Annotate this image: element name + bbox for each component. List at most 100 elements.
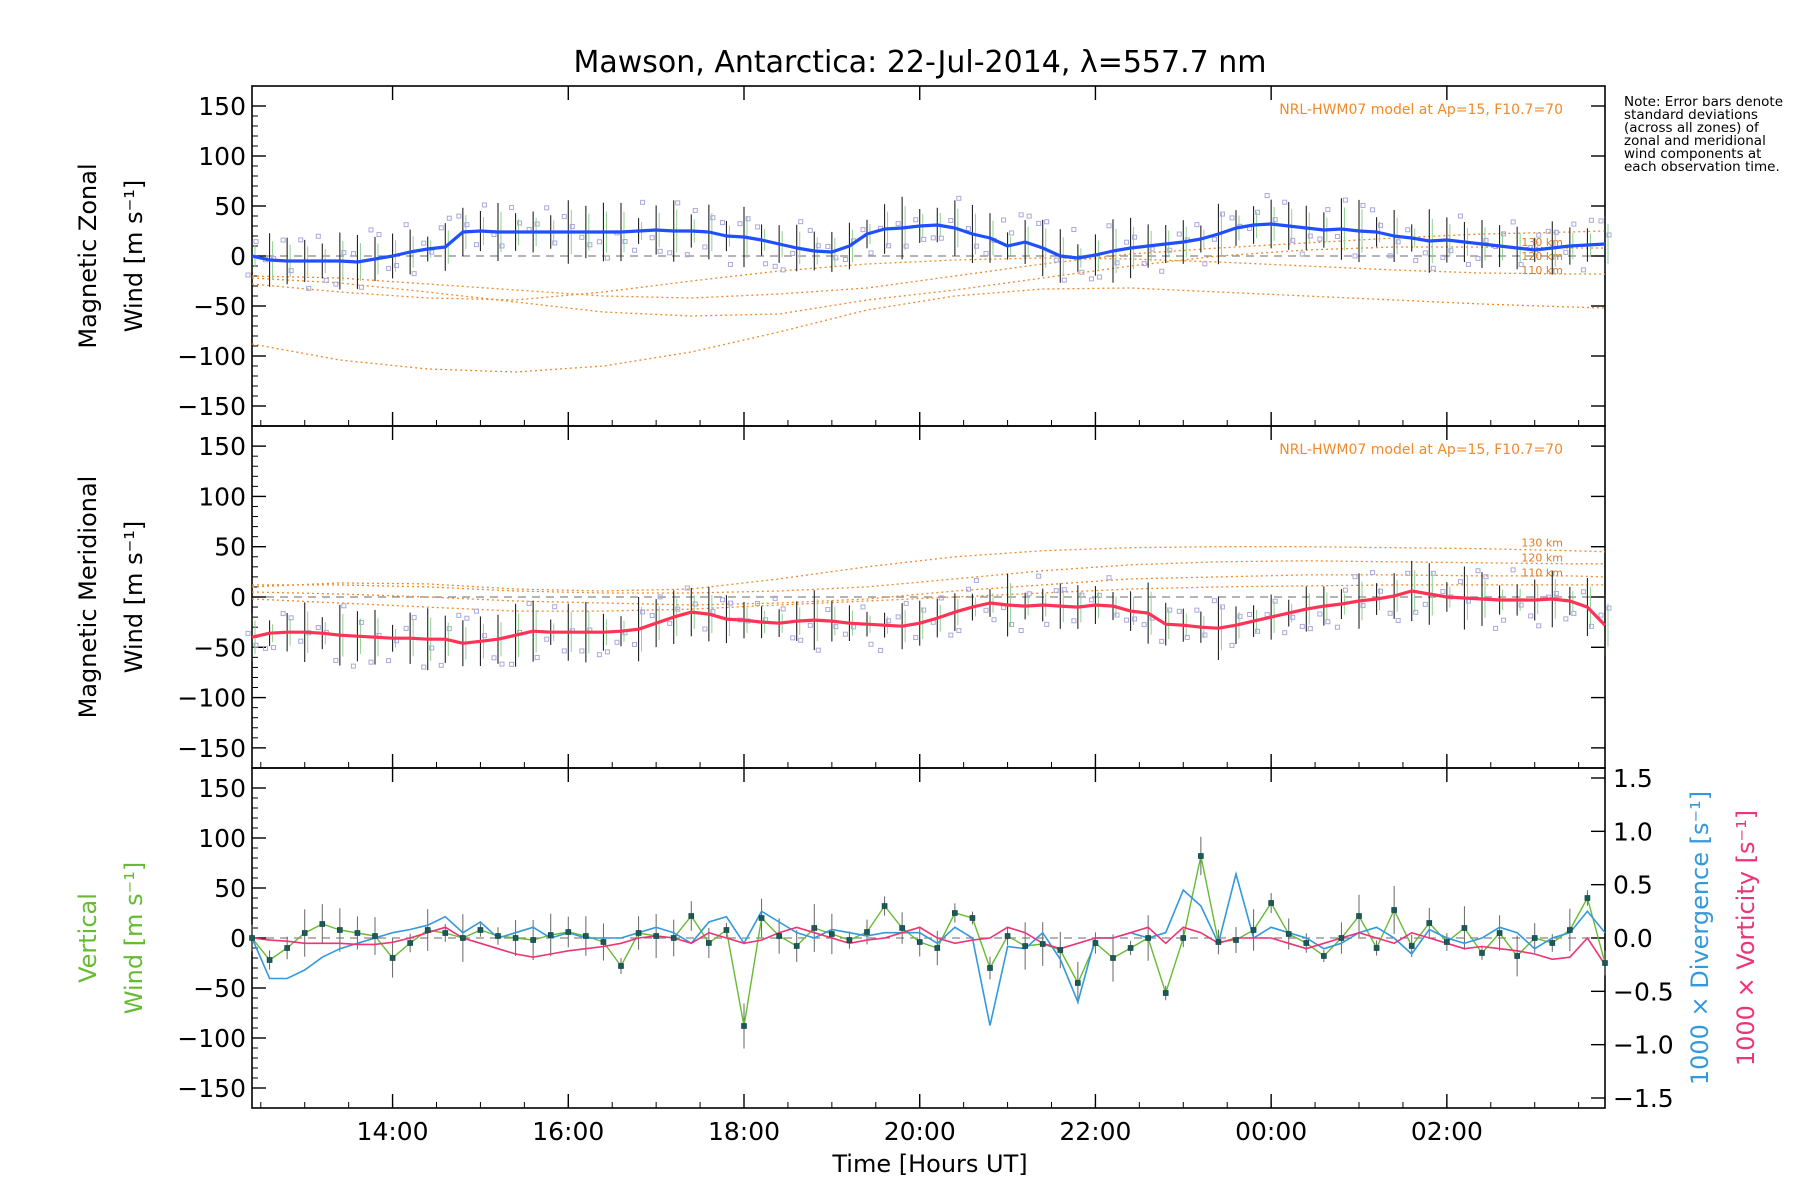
meridional-zone-point [692, 601, 698, 607]
meridional-zone-point [1518, 602, 1524, 608]
vertical-wind-point [1110, 955, 1116, 961]
zonal-zone-point [1395, 239, 1401, 245]
vertical-wind-point [1496, 930, 1503, 936]
zonal-zone-point [1044, 219, 1050, 225]
zonal-zone-point [604, 255, 610, 261]
chart-title: Mawson, Antarctica: 22-Jul-2014, λ=557.7… [573, 45, 1266, 80]
zonal-km-label: 110 km [1521, 264, 1563, 277]
vertical-wind-point [424, 927, 431, 933]
zonal-zone-point [333, 281, 339, 287]
zonal-zone-point [657, 248, 663, 254]
zonal-zone-point [569, 223, 575, 229]
meridional-zone-point [1352, 574, 1358, 580]
zonal-zone-point [983, 250, 989, 256]
meridional-zone-point [956, 628, 962, 634]
vertical-wind-point [583, 933, 589, 939]
meridional-zone-point [657, 594, 663, 600]
meridional-zone-point [1061, 587, 1067, 593]
vertical-wind-point [846, 937, 853, 943]
zonal-zone-point [1405, 227, 1411, 233]
zonal-zone-point [1053, 257, 1059, 263]
meridional-zone-point [842, 631, 848, 637]
vertical-wind-point [829, 931, 835, 937]
x-tick-label: 18:00 [708, 1117, 780, 1146]
y2-tick-label: 0.5 [1613, 871, 1653, 900]
meridional-zone-point [833, 624, 839, 630]
meridional-model-curve [252, 560, 1605, 594]
zonal-zone-point [755, 224, 761, 230]
zonal-ytick-label: 0 [230, 242, 246, 271]
meridional-zone-point [1536, 623, 1542, 629]
zonal-zone-point [253, 239, 259, 245]
vertical-wind-point [1321, 953, 1327, 959]
meridional-zone-point [1141, 622, 1147, 628]
y2-tick-label: 1.5 [1613, 764, 1653, 793]
meridional-ytick-label: 150 [198, 432, 246, 461]
zonal-zone-point [1553, 229, 1559, 235]
meridional-zone-point [1290, 614, 1296, 620]
zonal-zone-point [692, 207, 698, 213]
zonal-zone-point [552, 240, 558, 246]
meridional-zone-point [903, 600, 909, 606]
vertical-wind-point [952, 910, 958, 916]
meridional-model-curve [251, 574, 1606, 606]
x-tick-label: 20:00 [884, 1117, 956, 1146]
zonal-zone-point [1334, 233, 1340, 239]
zonal-zone-point [842, 257, 848, 263]
zonal-zone-point [886, 243, 892, 249]
zonal-zone-point [1606, 232, 1612, 238]
meridional-zone-point [1009, 621, 1015, 627]
meridional-zone-point [1378, 588, 1384, 594]
meridional-zone-point [1598, 612, 1604, 618]
zonal-zone-point [411, 271, 417, 277]
zonal-zone-point [1510, 219, 1516, 225]
zonal-zone-point [1325, 207, 1331, 213]
vertical-wind-point [301, 930, 308, 936]
zonal-zone-point [1096, 274, 1102, 280]
meridional-zone-point [1132, 616, 1138, 622]
meridional-zone-point [358, 619, 364, 625]
meridional-zone-point [1194, 607, 1200, 613]
zonal-zone-point [386, 265, 392, 271]
zonal-ylabel-line2: Wind [m s⁻¹] [120, 180, 148, 332]
zonal-model-label: NRL-HWM07 model at Ap=15, F10.7=70 [1279, 102, 1563, 118]
zonal-zone-point [921, 236, 927, 242]
zonal-zone-point [1387, 253, 1393, 259]
meridional-zone-point [368, 659, 374, 665]
meridional-zone-point [1237, 613, 1243, 619]
zonal-zone-point [649, 235, 655, 241]
vertical-ytick-label: 100 [198, 824, 246, 853]
vertical-wind-point [1426, 920, 1433, 926]
meridional-zone-point [1071, 618, 1077, 624]
vertical-wind-point [934, 945, 941, 951]
zonal-zone-point [481, 202, 487, 208]
meridional-zone-point [1422, 601, 1428, 607]
meridional-zone-point [675, 606, 681, 612]
vertical-wind-point [1092, 940, 1099, 946]
meridional-ytick-label: −50 [193, 633, 246, 662]
meridional-zone-point [983, 607, 989, 613]
vertical-wind-point [1250, 927, 1257, 933]
meridional-zone-point [481, 633, 487, 639]
zonal-zone-point [280, 237, 286, 243]
zonal-zone-point [1001, 217, 1007, 223]
vertical-wind-point [987, 965, 993, 971]
meridional-zone-point [1307, 626, 1313, 632]
vertical-wind-point [1549, 940, 1556, 946]
vertical-ytick-label: 0 [230, 924, 246, 953]
zonal-zone-point [1598, 218, 1604, 224]
meridional-zone-point [491, 655, 497, 661]
meridional-zone-point [755, 600, 761, 606]
meridional-zone-point [1563, 616, 1569, 622]
vertical-wind-point [1268, 900, 1274, 906]
zonal-zone-point [446, 215, 452, 221]
zonal-zone-point [1124, 239, 1130, 245]
divergence-line [251, 870, 1606, 1026]
meridional-ylabel-line2: Wind [m s⁻¹] [120, 521, 148, 673]
vertical-wind-point [1356, 913, 1362, 919]
meridional-zone-point [579, 648, 585, 654]
zonal-zone-point [561, 214, 567, 220]
zonal-zone-point [323, 277, 329, 283]
meridional-zone-point [534, 654, 540, 660]
zonal-zone-point [798, 219, 804, 225]
